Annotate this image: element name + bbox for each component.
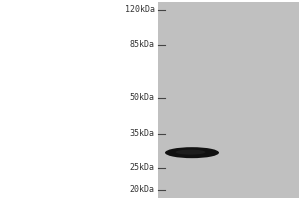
Text: 85kDa: 85kDa (130, 40, 154, 49)
Text: 50kDa: 50kDa (130, 93, 154, 102)
Text: 120kDa: 120kDa (124, 5, 154, 15)
Text: 25kDa: 25kDa (130, 163, 154, 172)
Text: 35kDa: 35kDa (130, 129, 154, 138)
Text: 20kDa: 20kDa (130, 186, 154, 194)
Ellipse shape (165, 147, 219, 158)
Ellipse shape (176, 150, 206, 155)
Bar (158, 2, 298, 198)
